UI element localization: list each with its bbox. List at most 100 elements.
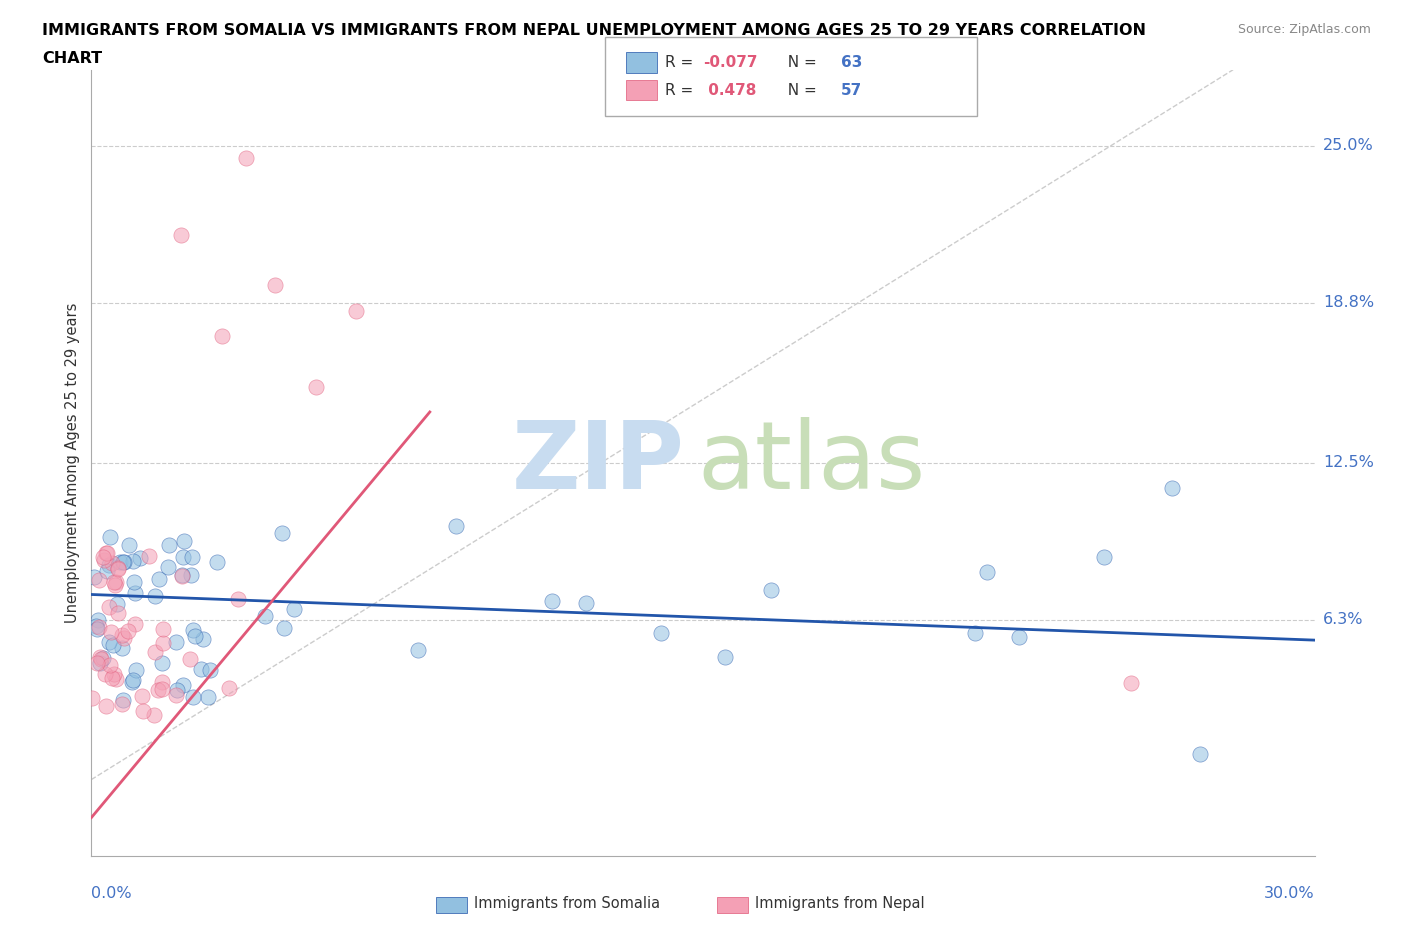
Point <box>105 671 128 686</box>
Point <box>96 546 118 561</box>
Text: 25.0%: 25.0% <box>1323 139 1374 153</box>
Text: 0.0%: 0.0% <box>91 886 132 901</box>
Point <box>98 634 121 649</box>
Point <box>180 568 202 583</box>
Text: 63: 63 <box>841 55 862 70</box>
Point <box>100 671 122 685</box>
Point <box>283 602 305 617</box>
Point <box>226 591 249 606</box>
Point <box>131 688 153 703</box>
Text: CHART: CHART <box>42 51 103 66</box>
Point <box>1189 747 1212 762</box>
Point <box>1092 550 1115 565</box>
Point <box>90 652 112 667</box>
Point <box>112 554 135 569</box>
Point <box>100 556 122 571</box>
Point <box>148 571 170 586</box>
Text: -0.077: -0.077 <box>703 55 758 70</box>
Point <box>94 699 117 714</box>
Point <box>211 328 233 343</box>
Point <box>96 564 118 578</box>
Point <box>152 674 174 689</box>
Point <box>184 629 207 644</box>
Point <box>264 278 287 293</box>
Point <box>124 616 146 631</box>
Point <box>97 558 120 573</box>
Point <box>93 552 115 567</box>
Point <box>444 519 467 534</box>
Point <box>94 546 117 561</box>
Point <box>650 626 672 641</box>
Point <box>963 626 986 641</box>
Point <box>89 655 111 670</box>
Point <box>103 667 125 682</box>
Point <box>104 578 127 592</box>
Point <box>172 678 194 693</box>
Point <box>98 530 121 545</box>
Point <box>183 690 205 705</box>
Point <box>172 569 194 584</box>
Point <box>346 303 368 318</box>
Point <box>112 693 135 708</box>
Point <box>1161 481 1184 496</box>
Point <box>105 596 128 611</box>
Point <box>84 619 107 634</box>
Point <box>107 605 129 620</box>
Point <box>181 623 204 638</box>
Point <box>235 151 257 166</box>
Point <box>165 634 187 649</box>
Point <box>87 612 110 627</box>
Point <box>193 631 215 646</box>
Text: Immigrants from Nepal: Immigrants from Nepal <box>755 897 925 911</box>
Point <box>82 691 104 706</box>
Point <box>181 550 204 565</box>
Point <box>304 379 326 394</box>
Text: ZIP: ZIP <box>512 417 685 509</box>
Text: N =: N = <box>778 55 821 70</box>
Point <box>179 652 201 667</box>
Text: N =: N = <box>778 83 821 98</box>
Point <box>152 621 174 636</box>
Point <box>170 227 193 242</box>
Point <box>124 585 146 600</box>
Point <box>143 644 166 659</box>
Point <box>143 589 166 604</box>
Point <box>218 681 240 696</box>
Point <box>103 575 125 590</box>
Point <box>87 619 110 634</box>
Point <box>86 656 108 671</box>
Text: 30.0%: 30.0% <box>1264 886 1315 901</box>
Text: R =: R = <box>665 55 699 70</box>
Point <box>94 667 117 682</box>
Point <box>122 575 145 590</box>
Point <box>89 650 111 665</box>
Point <box>110 697 132 711</box>
Point <box>197 689 219 704</box>
Point <box>121 675 143 690</box>
Point <box>166 683 188 698</box>
Point <box>110 554 132 569</box>
Point <box>406 643 429 658</box>
Point <box>152 656 174 671</box>
Point <box>86 621 108 636</box>
Text: IMMIGRANTS FROM SOMALIA VS IMMIGRANTS FROM NEPAL UNEMPLOYMENT AMONG AGES 25 TO 2: IMMIGRANTS FROM SOMALIA VS IMMIGRANTS FR… <box>42 23 1146 38</box>
Point <box>156 560 179 575</box>
Point <box>83 570 105 585</box>
Point <box>121 553 143 568</box>
Point <box>118 538 141 552</box>
Point <box>107 561 129 576</box>
Point <box>107 562 129 577</box>
Point <box>976 565 998 579</box>
Point <box>98 658 121 672</box>
Point <box>575 596 598 611</box>
Point <box>114 631 136 646</box>
Point <box>200 662 222 677</box>
Text: atlas: atlas <box>697 417 925 509</box>
Point <box>1008 630 1031 644</box>
Text: Immigrants from Somalia: Immigrants from Somalia <box>474 897 659 911</box>
Point <box>207 554 229 569</box>
Point <box>117 623 139 638</box>
Point <box>125 662 148 677</box>
Point <box>111 641 134 656</box>
Text: 18.8%: 18.8% <box>1323 296 1374 311</box>
